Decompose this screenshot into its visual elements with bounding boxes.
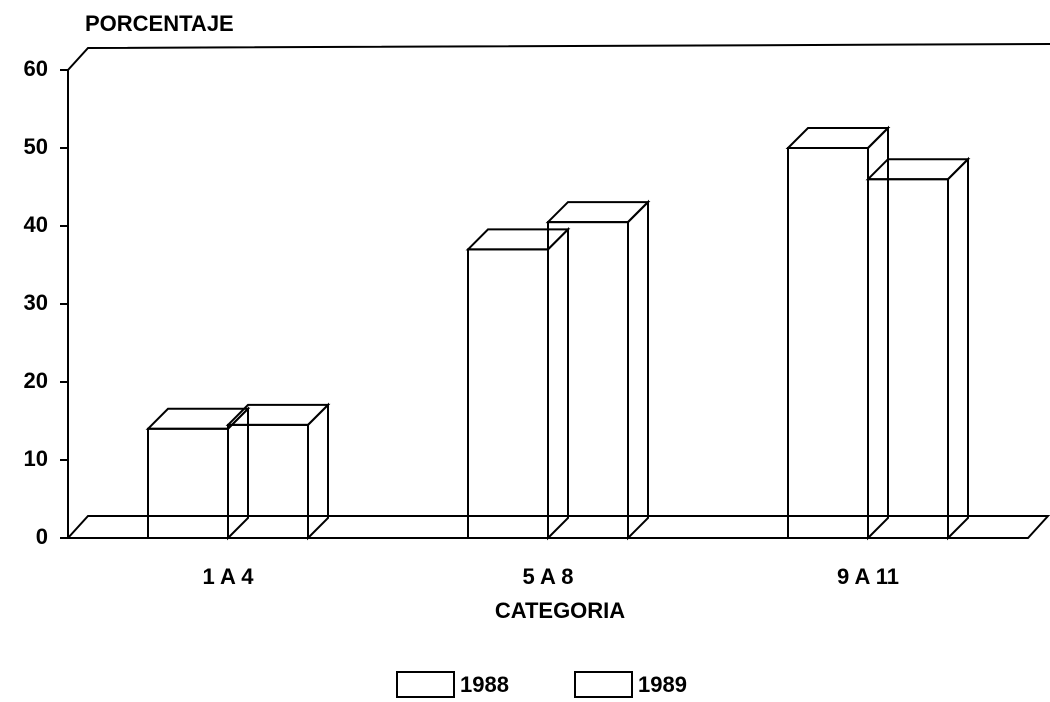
x-tick-label: 5 A 8 bbox=[523, 564, 574, 589]
y-tick-label: 10 bbox=[24, 446, 48, 471]
y-tick-label: 20 bbox=[24, 368, 48, 393]
x-tick-label: 1 A 4 bbox=[203, 564, 255, 589]
y-tick-label: 0 bbox=[36, 524, 48, 549]
y-tick-label: 60 bbox=[24, 56, 48, 81]
legend-label: 1989 bbox=[638, 672, 687, 697]
bar-top bbox=[865, 158, 971, 181]
floor bbox=[65, 515, 1050, 539]
bar-side bbox=[227, 406, 249, 541]
y-tick-label: 40 bbox=[24, 212, 48, 237]
legend-swatch bbox=[396, 671, 455, 698]
bar bbox=[547, 221, 629, 539]
y-tick-label: 30 bbox=[24, 290, 48, 315]
legend-label: 1988 bbox=[460, 672, 509, 697]
x-axis-title: CATEGORIA bbox=[495, 598, 625, 623]
y-tick-label: 50 bbox=[24, 134, 48, 159]
bar bbox=[867, 178, 949, 539]
bar-side bbox=[547, 226, 569, 541]
x-tick-label: 9 A 11 bbox=[837, 564, 899, 589]
bar-top bbox=[545, 201, 651, 224]
bar-top bbox=[785, 127, 891, 149]
legend-swatch bbox=[574, 671, 633, 698]
y-axis-title: PORCENTAJE bbox=[85, 11, 234, 36]
bar-side bbox=[307, 402, 329, 541]
bar-side bbox=[867, 125, 889, 541]
back-wall bbox=[67, 43, 1050, 538]
bar-side bbox=[947, 156, 969, 541]
bar bbox=[147, 427, 229, 539]
bar bbox=[227, 423, 309, 539]
bar bbox=[787, 147, 869, 539]
bar-top bbox=[465, 228, 571, 251]
bar bbox=[467, 248, 549, 539]
bar-side bbox=[627, 199, 649, 541]
